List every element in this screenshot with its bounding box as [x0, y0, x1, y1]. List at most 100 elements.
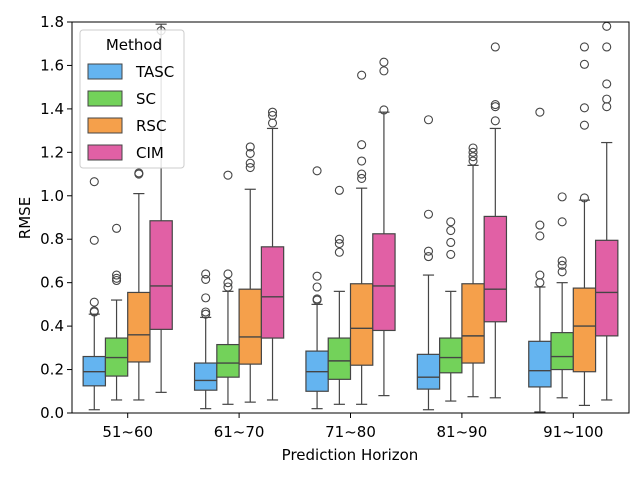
outlier-point — [535, 231, 545, 241]
x-tick-label: 81~90 — [437, 423, 488, 441]
box-rsc-4 — [461, 143, 485, 398]
plot-frame — [71, 21, 630, 414]
outlier-point — [490, 116, 500, 126]
iqr-box — [439, 337, 463, 374]
outlier-point — [579, 42, 589, 52]
outlier-point — [557, 256, 567, 266]
box-rsc-1 — [127, 168, 151, 401]
x-tick-label: 61~70 — [214, 423, 265, 441]
outlier-point — [379, 66, 389, 76]
box-rsc-2 — [238, 142, 262, 403]
outlier-point — [357, 173, 367, 183]
iqr-box — [260, 246, 285, 339]
outlier-point — [468, 152, 478, 162]
outlier-point — [446, 217, 456, 227]
legend-swatch-tasc — [87, 63, 123, 80]
legend-label-rsc: RSC — [136, 117, 166, 135]
iqr-box — [572, 287, 597, 373]
x-tick-label: 91~100 — [543, 423, 603, 441]
outlier-point — [602, 94, 612, 104]
x-tick-label: 51~60 — [102, 423, 153, 441]
outlier-point — [334, 247, 344, 257]
outlier-point — [446, 249, 456, 259]
iqr-box — [461, 283, 485, 364]
y-tick-label: 0.8 — [40, 230, 64, 248]
outlier-point — [267, 110, 278, 120]
y-tick-label: 0.0 — [40, 404, 64, 422]
outlier-point — [579, 103, 589, 113]
box-cim-2 — [260, 107, 285, 401]
outlier-point — [223, 282, 233, 292]
outlier-point — [423, 252, 434, 262]
outlier-point — [490, 99, 500, 110]
outlier-point — [89, 297, 99, 307]
outlier-point — [557, 260, 567, 270]
box-rsc-3 — [349, 70, 374, 405]
outlier-point — [357, 169, 367, 179]
outlier-point — [468, 143, 478, 153]
box-groups — [82, 21, 619, 413]
iqr-box — [127, 291, 151, 363]
outlier-point — [423, 209, 434, 219]
x-axis-label: Prediction Horizon — [282, 446, 419, 464]
outlier-point — [201, 269, 211, 279]
legend: Method TASC SC RSC CIM — [79, 29, 185, 169]
outlier-point — [334, 234, 344, 244]
y-tick-label: 1.4 — [40, 100, 64, 118]
outlier-point — [357, 70, 367, 80]
outlier-point — [535, 220, 545, 230]
y-axis-label: RMSE — [16, 197, 34, 239]
outlier-point — [579, 193, 589, 203]
box-tasc-5 — [528, 107, 552, 413]
y-tick-label: 1.6 — [40, 56, 64, 74]
outlier-point — [312, 294, 322, 304]
outlier-point — [312, 282, 322, 292]
x-tick-label: 71~80 — [325, 423, 376, 441]
box-sc-4 — [439, 217, 463, 402]
outlier-point — [357, 156, 367, 166]
outlier-point — [245, 162, 255, 173]
outlier-point — [423, 246, 434, 256]
outlier-point — [602, 79, 612, 89]
outlier-point — [579, 120, 589, 130]
iqr-box — [483, 215, 508, 323]
iqr-box — [550, 332, 574, 371]
outlier-point — [112, 275, 122, 286]
outlier-point — [446, 237, 456, 248]
outlier-point — [557, 217, 567, 227]
iqr-box — [216, 343, 240, 378]
outlier-point — [468, 147, 478, 157]
outlier-point — [312, 271, 322, 281]
outlier-point — [223, 278, 233, 288]
outlier-point — [89, 235, 99, 245]
iqr-box — [416, 353, 441, 390]
outlier-point — [490, 42, 500, 52]
legend-label-sc: SC — [136, 90, 156, 108]
outlier-point — [223, 269, 233, 279]
outlier-point — [312, 166, 322, 176]
outlier-point — [334, 239, 344, 249]
legend-label-tasc: TASC — [135, 63, 174, 81]
outlier-point — [134, 168, 144, 178]
outlier-point — [245, 148, 255, 158]
legend-items: TASC SC RSC CIM — [87, 63, 174, 162]
outlier-point — [112, 223, 122, 233]
outlier-point — [201, 293, 211, 303]
outlier-point — [89, 306, 99, 316]
box-rsc-5 — [572, 42, 597, 406]
iqr-box — [149, 220, 173, 330]
outlier-point — [267, 107, 278, 117]
legend-swatch-sc — [87, 90, 123, 107]
outlier-point — [201, 274, 211, 284]
outlier-point — [579, 59, 589, 69]
y-tick-label: 0.2 — [40, 361, 64, 379]
outlier-point — [535, 107, 545, 117]
iqr-box — [327, 337, 352, 380]
outlier-point — [112, 270, 122, 280]
outlier-point — [557, 192, 567, 202]
outlier-point — [357, 140, 367, 150]
outlier-point — [490, 102, 500, 112]
legend-swatch-cim — [87, 144, 123, 161]
legend-title: Method — [106, 36, 162, 54]
